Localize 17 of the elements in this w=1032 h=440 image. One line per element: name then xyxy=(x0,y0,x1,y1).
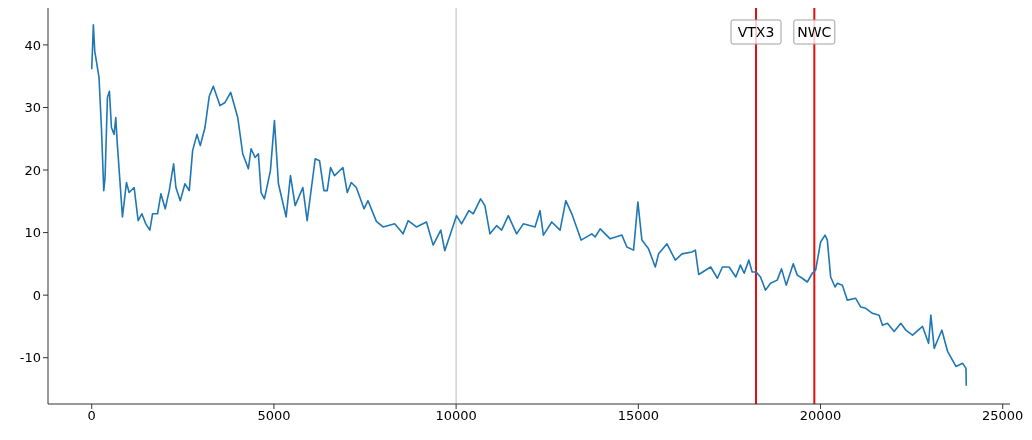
ref-line-label: VTX3 xyxy=(737,24,775,40)
y-tick-label: 40 xyxy=(24,37,41,53)
x-tick-label: 10000 xyxy=(435,408,477,424)
y-tick-label: 30 xyxy=(24,100,41,116)
y-tick-label: 20 xyxy=(24,162,41,178)
y-tick-label: -10 xyxy=(19,350,41,366)
line-series xyxy=(90,24,968,387)
y-tick-label: 10 xyxy=(24,225,41,241)
x-tick-label: 25000 xyxy=(982,408,1024,424)
label-box: VTX3 xyxy=(730,19,782,45)
x-tick-label: 20000 xyxy=(799,408,842,424)
ref-line-label: NWC xyxy=(797,24,832,40)
x-tick-label: 15000 xyxy=(617,408,659,424)
x-tick-label: 0 xyxy=(87,408,96,424)
x-tick-label: 5000 xyxy=(257,408,291,424)
y-tick-label: 0 xyxy=(32,287,41,303)
label-box: NWC xyxy=(793,19,836,45)
